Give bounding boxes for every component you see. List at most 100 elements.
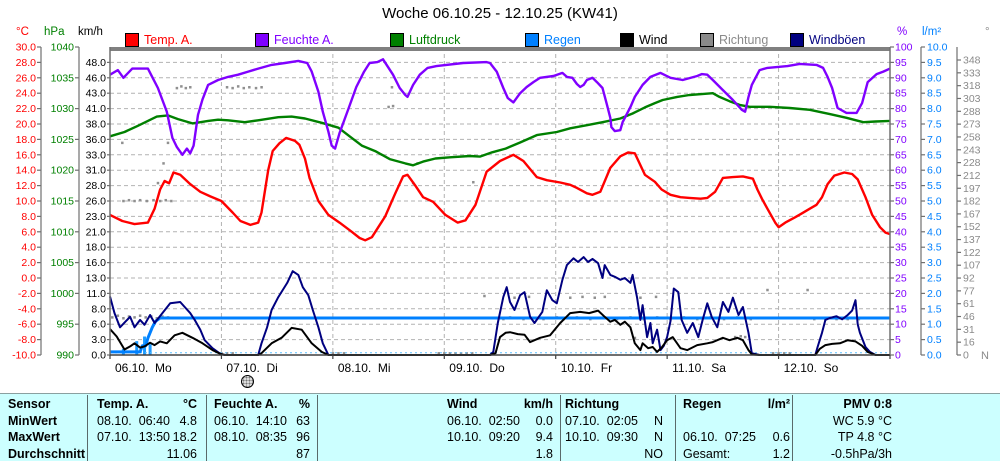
svg-text:55: 55 <box>895 180 907 192</box>
cell-timestamp: Gesamt: <box>683 446 731 461</box>
cell-value: TP 4.8 °C <box>837 430 892 444</box>
svg-text:12.10. So: 12.10. So <box>784 361 839 375</box>
legend-swatch <box>620 33 634 47</box>
legend-label: Luftdruck <box>409 33 461 47</box>
table-separator <box>560 395 561 461</box>
axis-unit-label: hPa <box>44 26 65 38</box>
table-separator <box>87 395 88 461</box>
svg-text:243: 243 <box>963 144 981 156</box>
svg-text:-10.0: -10.0 <box>12 350 36 362</box>
svg-text:995: 995 <box>56 319 74 331</box>
column-unit: km/h <box>523 397 553 411</box>
legend-swatch <box>525 33 539 47</box>
svg-text:6.0: 6.0 <box>927 165 942 177</box>
svg-text:13.0: 13.0 <box>86 273 107 285</box>
svg-text:-4.0: -4.0 <box>18 303 36 315</box>
svg-text:107: 107 <box>963 260 981 272</box>
column-unit: l/m² <box>767 397 790 411</box>
moon-phase-icon <box>241 375 254 388</box>
table-separator <box>675 395 676 461</box>
cell-value: N <box>653 430 663 444</box>
svg-text:1040: 1040 <box>51 42 75 54</box>
svg-text:90: 90 <box>895 72 907 84</box>
cell-timestamp: 06.10. 02:50 <box>447 413 520 428</box>
cell-value: 11.06 <box>166 446 197 461</box>
column-header: Temp. A. <box>97 397 149 411</box>
svg-text:258: 258 <box>963 131 981 143</box>
legend-swatch <box>125 33 139 47</box>
svg-text:8.0: 8.0 <box>21 211 36 223</box>
axis-unit-label: l/m² <box>922 26 942 38</box>
cell-value: NO <box>644 446 663 461</box>
svg-text:0.0: 0.0 <box>927 350 942 362</box>
legend-label: Windböen <box>809 33 866 47</box>
svg-text:28.0: 28.0 <box>86 180 107 192</box>
svg-text:288: 288 <box>963 106 981 118</box>
cell-timestamp: 08.10. 08:35 <box>214 430 287 444</box>
svg-text:318: 318 <box>963 80 981 92</box>
legend-label: Wind <box>639 33 668 47</box>
stats-table: Sensor MinWert MaxWert Durchschnitt Temp. A.… <box>0 393 1000 461</box>
svg-text:61: 61 <box>963 298 975 310</box>
svg-text:5.0: 5.0 <box>927 196 942 208</box>
svg-text:212: 212 <box>963 170 981 182</box>
svg-text:5.5: 5.5 <box>927 180 942 192</box>
svg-text:3.0: 3.0 <box>927 257 942 269</box>
svg-text:7.5: 7.5 <box>927 119 942 131</box>
svg-text:182: 182 <box>963 196 981 208</box>
cell-value: 0.6 <box>772 430 790 444</box>
svg-text:0.0: 0.0 <box>91 350 106 362</box>
svg-text:30: 30 <box>895 257 907 269</box>
svg-text:0: 0 <box>963 349 969 361</box>
legend-swatch <box>390 33 404 47</box>
legend-swatch <box>700 33 714 47</box>
cell-timestamp: 08.10. 06:40 <box>97 413 170 428</box>
svg-text:1015: 1015 <box>51 196 75 208</box>
column-header: Feuchte A. <box>214 397 278 411</box>
svg-text:228: 228 <box>963 157 981 169</box>
cell-timestamp: 10.10. 09:30 <box>565 430 638 444</box>
svg-text:4.0: 4.0 <box>21 242 36 254</box>
svg-text:152: 152 <box>963 221 981 233</box>
svg-text:-2.0: -2.0 <box>18 288 36 300</box>
svg-text:-6.0: -6.0 <box>18 319 36 331</box>
page-title: Woche 06.10.25 - 12.10.25 (KW41) <box>382 5 618 22</box>
svg-text:50: 50 <box>895 196 907 208</box>
axis-unit-label: km/h <box>78 26 103 38</box>
cell-timestamp: 06.10. 07:25 <box>683 430 756 444</box>
svg-text:46.0: 46.0 <box>86 72 107 84</box>
svg-text:2.0: 2.0 <box>927 288 942 300</box>
svg-text:22.0: 22.0 <box>16 103 37 115</box>
svg-text:1000: 1000 <box>51 288 75 300</box>
svg-text:8.5: 8.5 <box>927 88 942 100</box>
svg-text:1020: 1020 <box>51 165 75 177</box>
svg-text:40: 40 <box>895 226 907 238</box>
svg-text:36.0: 36.0 <box>86 134 107 146</box>
svg-text:95: 95 <box>895 57 907 69</box>
axis-unit-label: °C <box>16 26 29 38</box>
cell-value: 9.4 <box>535 430 553 444</box>
column-header: Richtung <box>565 397 620 411</box>
row-label: Durchschnitt <box>8 446 86 461</box>
svg-text:25: 25 <box>895 273 907 285</box>
svg-text:38.0: 38.0 <box>86 119 107 131</box>
legend-label: Feuchte A. <box>274 33 334 47</box>
cell-value: 1.8 <box>535 446 553 461</box>
cell-value: 96 <box>296 430 310 444</box>
axis-unit-label: ° <box>985 26 990 38</box>
svg-text:41.0: 41.0 <box>86 103 107 115</box>
svg-text:1005: 1005 <box>51 257 75 269</box>
column-header: PMV 0:8 <box>843 397 892 411</box>
svg-text:31.0: 31.0 <box>86 165 107 177</box>
svg-text:65: 65 <box>895 149 907 161</box>
svg-text:6.5: 6.5 <box>927 149 942 161</box>
cell-timestamp: 06.10. 14:10 <box>214 413 287 428</box>
svg-text:20.0: 20.0 <box>16 119 37 131</box>
svg-text:1.0: 1.0 <box>927 319 942 331</box>
svg-text:2.5: 2.5 <box>927 273 942 285</box>
legend-label: Regen <box>544 33 581 47</box>
legend-swatch <box>790 33 804 47</box>
svg-text:333: 333 <box>963 67 981 79</box>
svg-text:85: 85 <box>895 88 907 100</box>
svg-text:3.0: 3.0 <box>91 334 106 346</box>
